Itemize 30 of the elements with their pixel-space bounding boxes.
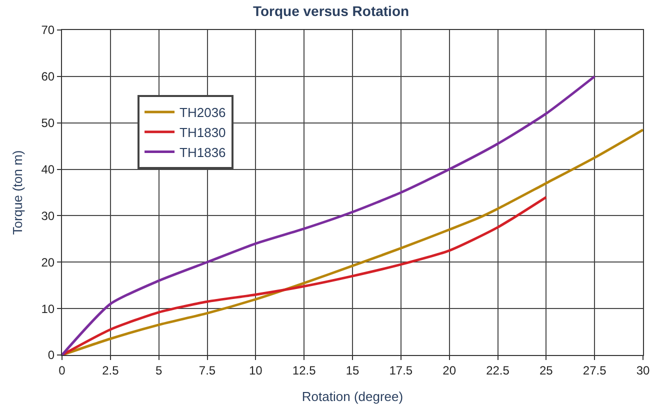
y-axis-title: Torque (ton m) <box>10 150 26 235</box>
x-tick-label: 7.5 <box>198 363 216 378</box>
x-tick-label: 0 <box>58 363 66 378</box>
x-tick-label: 15 <box>346 363 360 378</box>
x-tick-label: 27.5 <box>582 363 607 378</box>
x-tick-label: 20 <box>442 363 456 378</box>
line-series <box>62 75 596 355</box>
legend-label: TH2036 <box>180 105 226 120</box>
x-tick-label: 12.5 <box>292 363 316 378</box>
x-axis-title: Rotation (degree) <box>302 389 404 404</box>
x-tick-label: 10 <box>248 363 263 378</box>
line-series <box>62 128 643 355</box>
y-tick-label: 20 <box>41 255 55 270</box>
x-tick-label: 22.5 <box>486 363 510 378</box>
y-tick-label: 60 <box>41 70 55 84</box>
y-tick-label: 10 <box>41 302 55 316</box>
legend-label: TH1830 <box>180 124 226 140</box>
line-series <box>62 196 548 355</box>
x-tick-label: 30 <box>636 363 650 378</box>
y-tick-label: 30 <box>41 208 55 223</box>
x-tick-label: 5 <box>155 363 162 378</box>
y-tick-label: 40 <box>41 162 55 176</box>
chart-title: Torque versus Rotation <box>252 3 410 20</box>
y-tick-label: 50 <box>41 116 55 130</box>
x-tick-label: 17.5 <box>389 363 413 378</box>
x-tick-label: 25 <box>539 363 554 378</box>
x-tick-label: 2.5 <box>102 363 120 378</box>
y-tick-label: 0 <box>48 348 55 362</box>
y-tick-label: 70 <box>41 23 55 38</box>
legend-label: TH1836 <box>180 144 226 160</box>
